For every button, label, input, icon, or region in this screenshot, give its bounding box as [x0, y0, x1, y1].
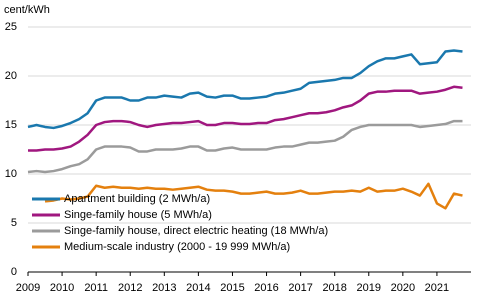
x-tick-label: 2009 [16, 282, 40, 294]
series-line [44, 182, 463, 210]
legend-label: Apartment building (2 MWh/a) [64, 193, 210, 205]
y-tick-label: 15 [5, 119, 17, 131]
y-tick-label: 20 [5, 70, 17, 82]
x-tick-label: 2014 [186, 282, 210, 294]
x-tick-label: 2012 [118, 282, 142, 294]
y-tick-label: 10 [5, 168, 17, 180]
x-tick-label: 2010 [50, 282, 74, 294]
series-line [27, 119, 463, 174]
x-tick-label: 2017 [288, 282, 312, 294]
x-tick-label: 2018 [322, 282, 346, 294]
series-line [28, 85, 463, 152]
y-tick-label: 0 [11, 266, 17, 278]
x-tick-label: 2019 [357, 282, 381, 294]
x-tick-label: 2015 [220, 282, 244, 294]
x-tick-label: 2016 [254, 282, 278, 294]
legend-label: Singe-family house (5 MWh/a) [64, 209, 212, 221]
x-tick-label: 2021 [425, 282, 449, 294]
series-line [27, 49, 463, 130]
x-tick-label: 2013 [152, 282, 176, 294]
legend-label: Medium-scale industry (2000 - 19 999 MWh… [64, 241, 290, 253]
x-tick-label: 2020 [391, 282, 415, 294]
legend-label: Singe-family house, direct electric heat… [64, 225, 328, 237]
x-tick-label: 2011 [84, 282, 108, 294]
y-axis-label: cent/kWh [4, 4, 50, 16]
y-tick-label: 25 [5, 21, 17, 33]
y-tick-label: 5 [11, 217, 17, 229]
